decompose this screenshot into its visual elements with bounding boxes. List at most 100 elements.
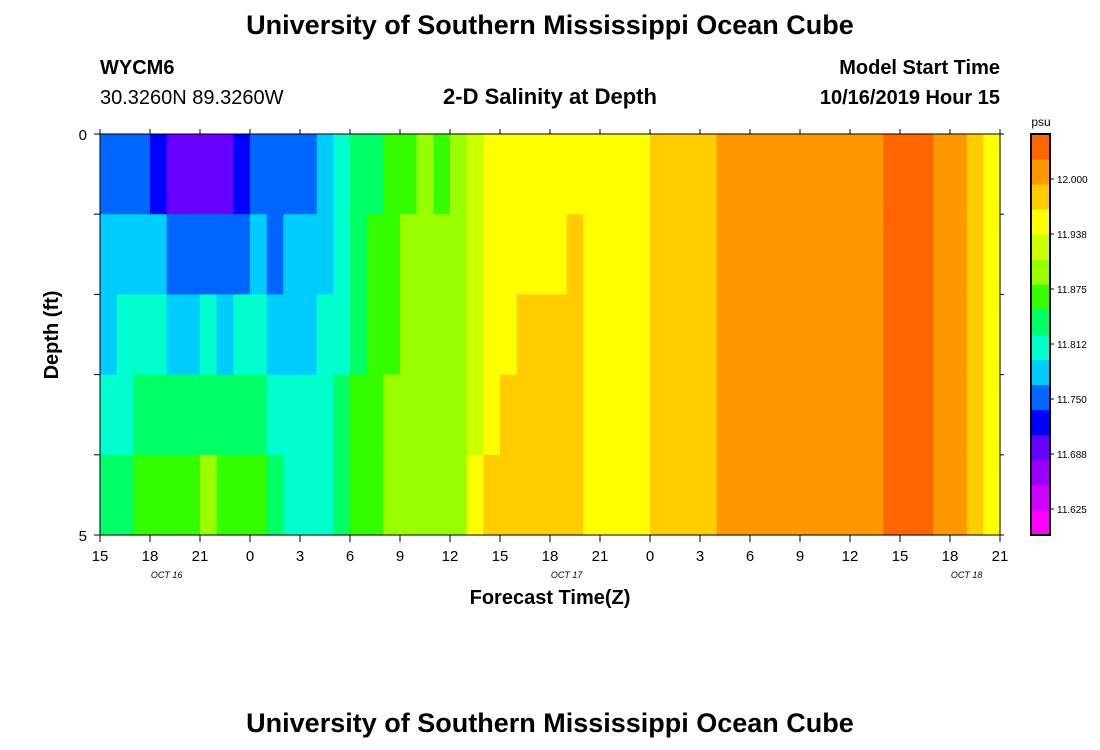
heatmap-cell xyxy=(416,134,434,215)
heatmap-cell xyxy=(183,454,201,536)
heatmap-cell xyxy=(916,294,934,376)
heatmap-cell xyxy=(433,214,451,295)
day-label: OCT 18 xyxy=(951,570,983,580)
heatmap-cell xyxy=(166,214,184,295)
heatmap-cell xyxy=(533,374,551,456)
x-tick-label: 0 xyxy=(646,548,654,565)
heatmap-cell xyxy=(533,214,551,295)
colorbar-tick-label: 12.000 xyxy=(1057,175,1088,186)
heatmap-cell xyxy=(766,214,784,295)
heatmap-cell xyxy=(883,454,901,536)
heatmap-cell xyxy=(433,454,451,536)
heatmap-cell xyxy=(466,454,484,536)
heatmap-cell xyxy=(516,294,534,376)
colorbar-unit: psu xyxy=(1031,115,1050,129)
heatmap-cell xyxy=(883,374,901,456)
heatmap-cell xyxy=(333,294,351,376)
heatmap-cell xyxy=(900,374,918,456)
heatmap-cell xyxy=(700,134,718,215)
heatmap-cell xyxy=(983,214,1001,295)
colorbar-swatch xyxy=(1031,159,1050,185)
heatmap-cell xyxy=(483,134,501,215)
heatmap-cell xyxy=(133,454,151,536)
y-tick-label: 0 xyxy=(79,127,87,144)
heatmap-cell xyxy=(383,214,401,295)
y-axis: 05 xyxy=(79,127,1004,545)
heatmap-cell xyxy=(266,134,284,215)
heatmap-cell xyxy=(950,294,968,376)
heatmap-cell xyxy=(483,454,501,536)
heatmap-cell xyxy=(800,454,818,536)
heatmap-cell xyxy=(100,454,118,536)
heatmap-cell xyxy=(850,134,868,215)
heatmap-cell xyxy=(500,134,518,215)
colorbar-swatch xyxy=(1031,434,1050,461)
heatmap-cell xyxy=(466,214,484,295)
plot-title: 2-D Salinity at Depth xyxy=(443,84,657,109)
colorbar-swatch xyxy=(1031,234,1050,260)
heatmap-cell xyxy=(316,294,334,376)
heatmap-cell xyxy=(150,374,168,456)
heatmap-cell xyxy=(916,214,934,295)
heatmap-cell xyxy=(533,454,551,536)
heatmap-cell xyxy=(600,374,618,456)
heatmap-cell xyxy=(816,214,834,295)
heatmap-cell xyxy=(350,134,368,215)
heatmap-cell xyxy=(466,374,484,456)
heatmap-cell xyxy=(500,374,518,456)
heatmap-cell xyxy=(216,454,234,536)
heatmap-cell xyxy=(833,214,851,295)
heatmap-cell xyxy=(683,374,701,456)
heatmap-cell xyxy=(166,454,184,536)
heatmap-cell xyxy=(316,374,334,456)
heatmap-cell xyxy=(100,374,118,456)
heatmap-cell xyxy=(633,454,651,536)
heatmap-cell xyxy=(383,454,401,536)
heatmap-cell xyxy=(750,134,768,215)
heatmap-cell xyxy=(716,214,734,295)
colorbar-tick-label: 11.688 xyxy=(1057,450,1087,461)
heatmap-cell xyxy=(900,214,918,295)
heatmap-cell xyxy=(283,294,301,376)
heatmap-cell xyxy=(333,374,351,456)
heatmap-cell xyxy=(633,374,651,456)
colorbar-swatch xyxy=(1031,209,1050,235)
heatmap-cell xyxy=(650,374,668,456)
heatmap-cell xyxy=(583,214,601,295)
heatmap-cell xyxy=(483,294,501,376)
x-tick-label: 15 xyxy=(492,548,509,565)
heatmap-cell xyxy=(316,214,334,295)
heatmap-cell xyxy=(650,214,668,295)
heatmap-cell xyxy=(133,294,151,376)
heatmap-cell xyxy=(550,454,568,536)
heatmap-cell xyxy=(750,294,768,376)
day-label: OCT 16 xyxy=(151,570,183,580)
heatmap-cell xyxy=(150,294,168,376)
heatmap-cell xyxy=(250,134,268,215)
heatmap-cell xyxy=(516,134,534,215)
heatmap-cell xyxy=(550,134,568,215)
station-coords: 30.3260N 89.3260W xyxy=(100,87,284,109)
heatmap-cell xyxy=(183,134,201,215)
x-axis-title: Forecast Time(Z) xyxy=(470,587,631,609)
heatmap-cell xyxy=(366,454,384,536)
heatmap-cell xyxy=(516,214,534,295)
heatmap-cell xyxy=(116,294,134,376)
heatmap-cell xyxy=(116,454,134,536)
heatmap-cell xyxy=(283,214,301,295)
heatmap-cell xyxy=(450,134,468,215)
heatmap-cell xyxy=(183,214,201,295)
page-title: University of Southern Mississippi Ocean… xyxy=(246,10,854,40)
heatmap-cell xyxy=(616,374,634,456)
heatmap-cell xyxy=(550,294,568,376)
heatmap-cell xyxy=(100,134,118,215)
heatmap-cell xyxy=(450,454,468,536)
x-tick-label: 0 xyxy=(246,548,254,565)
heatmap-cell xyxy=(300,454,318,536)
heatmap-cell xyxy=(983,454,1001,536)
colorbar-frame xyxy=(1030,133,1051,536)
heatmap-cell xyxy=(183,374,201,456)
heatmap-cell xyxy=(250,294,268,376)
heatmap-cell xyxy=(666,134,684,215)
colorbar-swatch xyxy=(1031,184,1050,210)
